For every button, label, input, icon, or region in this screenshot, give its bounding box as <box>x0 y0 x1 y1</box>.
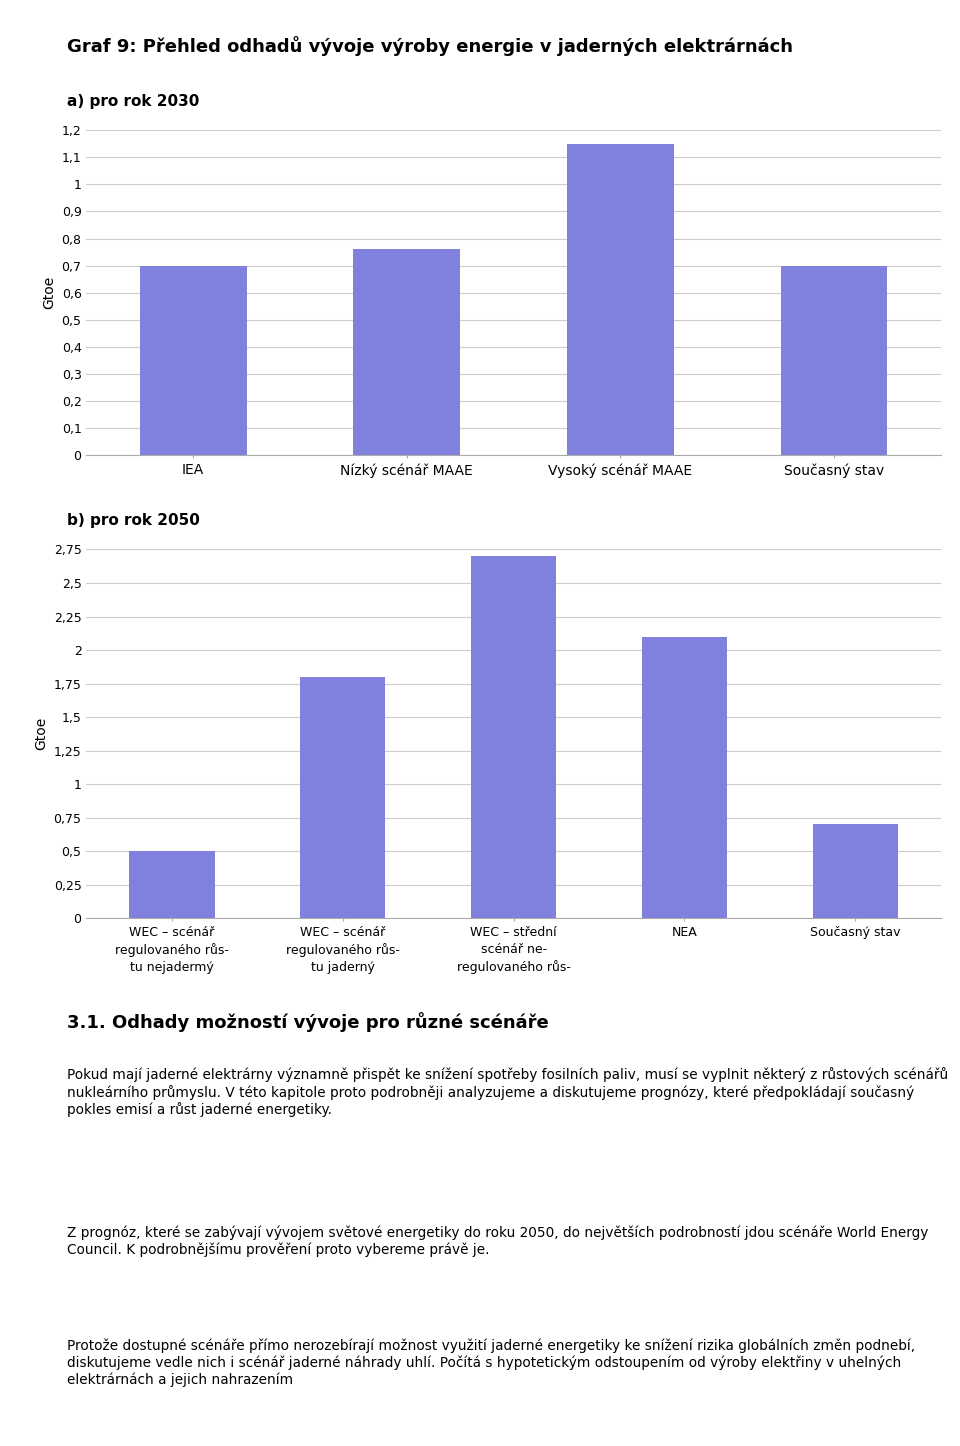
Bar <box>129 852 214 918</box>
Bar <box>470 557 556 918</box>
Text: Z prognóz, které se zabývají vývojem světové energetiky do roku 2050, do největš: Z prognóz, které se zabývají vývojem svě… <box>67 1225 928 1257</box>
Bar <box>812 824 898 918</box>
Y-axis label: Gtoe: Gtoe <box>34 717 48 750</box>
Bar <box>300 677 385 918</box>
Text: Pokud mají jaderné elektrárny významně přispět ke snížení spotřeby fosilních pal: Pokud mají jaderné elektrárny významně p… <box>67 1067 948 1116</box>
Text: b) pro rok 2050: b) pro rok 2050 <box>67 513 200 528</box>
Text: Protože dostupné scénáře přímo nerozebírají možnost využití jaderné energetiky k: Protože dostupné scénáře přímo nerozebír… <box>67 1339 915 1387</box>
Bar <box>780 266 887 455</box>
Bar <box>567 143 674 455</box>
Bar <box>353 249 460 455</box>
Text: 3.1. Odhady možností vývoje pro různé scénáře: 3.1. Odhady možností vývoje pro různé sc… <box>67 1012 549 1032</box>
Text: a) pro rok 2030: a) pro rok 2030 <box>67 94 200 108</box>
Bar <box>140 266 247 455</box>
Y-axis label: Gtoe: Gtoe <box>42 276 56 309</box>
Bar <box>641 636 728 918</box>
Text: Graf 9: Přehled odhadů vývoje výroby energie v jaderných elektrárnách: Graf 9: Přehled odhadů vývoje výroby ene… <box>67 36 793 56</box>
